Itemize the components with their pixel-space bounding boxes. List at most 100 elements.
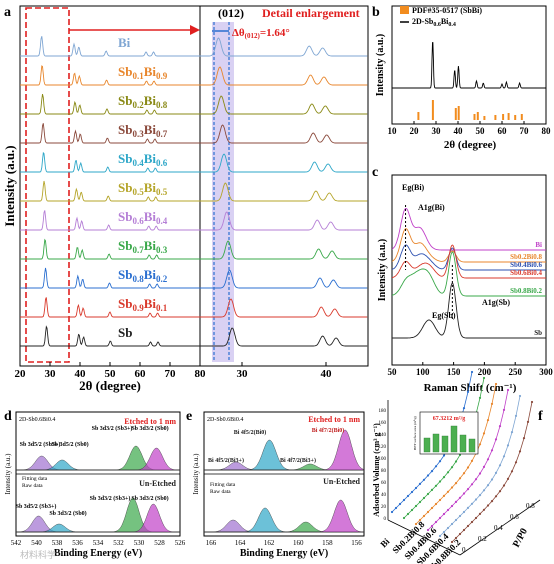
xps-peak-label: Bi 4f7/2(Bi3+) xyxy=(280,457,316,464)
bet-bar xyxy=(459,434,467,453)
panel-d-legend-raw: Raw data xyxy=(22,483,43,489)
z-tick-label: 20 xyxy=(381,505,387,510)
xrd-zoom-trace-Sb0.9Bi0.1 xyxy=(200,298,368,318)
xps-peak-label: Sb 3d3/2 (Sb0) xyxy=(131,425,168,432)
xrd-zoom-trace-Sb0.7Bi0.3 xyxy=(200,240,368,260)
sample-label-Sb0.6Bi0.4: Sb0.6Bi0.4 xyxy=(118,209,168,226)
isotherm-Sb0.8Bi0.2 xyxy=(439,395,521,537)
panel-b: b PDF#35-0517 (SbBi) 2D-Sb0.6Bi0.4 10 20 3… xyxy=(372,5,551,151)
panel-e-legend-raw: Raw data xyxy=(210,489,231,495)
sample-label-Sb0.9Bi0.1: Sb0.9Bi0.1 xyxy=(118,296,168,313)
bet-inset-ylabel: BET surface area (m²/g) xyxy=(413,415,417,450)
panel-f-letter: f xyxy=(538,409,543,424)
legend-sample-sub1: 0.6 xyxy=(433,22,441,28)
sample-label-second: Bi xyxy=(144,296,157,311)
sample-label-sub1: 0.8 xyxy=(132,274,144,284)
xrd-zoom-trace-Sb0.5Bi0.5 xyxy=(200,182,368,202)
sample-label-sub2: 0.6 xyxy=(156,158,168,168)
raman-label-Sb: Sb xyxy=(534,329,542,337)
x-tick-label: 80 xyxy=(542,126,552,136)
p-tick-label: 0.6 xyxy=(510,513,519,521)
isotherm-Sb0.6Bi0.4 xyxy=(427,389,509,531)
xrd-trace-Sb0.9Bi0.1 xyxy=(20,297,200,318)
zoom-x-tick-label: 30 xyxy=(237,368,249,380)
sample-label-sub2: 0.3 xyxy=(156,245,168,255)
sample-label-sub1: 0.9 xyxy=(132,303,144,313)
sample-label-Sb: Sb xyxy=(118,325,132,340)
shift-label-sub: (012) xyxy=(245,32,261,40)
xrd-zoom-trace-Bi xyxy=(200,37,368,57)
x-tick-label: 60 xyxy=(135,368,147,380)
sample-label-main: Sb xyxy=(118,151,132,166)
raman-trace-Sb0.2Bi0.8 xyxy=(391,228,546,263)
sample-label-sub2: 0.1 xyxy=(156,303,168,313)
sample-label-main: Sb xyxy=(118,267,132,282)
sample-label-sub1: 0.1 xyxy=(132,71,144,81)
x-tick-label: 540 xyxy=(31,539,42,547)
legend-sample-prefix: 2D-Sb xyxy=(412,17,434,26)
panel-b-x-ticks: 10 20 30 40 50 60 70 80 xyxy=(388,121,552,136)
panel-d-plot: Sb 3d5/2 (Sb3+)Sb 3d5/2 (Sb0)Sb 3d3/2 (S… xyxy=(16,425,180,533)
xrd-trace-Sb0.1Bi0.9 xyxy=(20,65,200,86)
sample-label-main: Sb xyxy=(118,122,132,137)
highlight-box xyxy=(25,7,70,363)
raman-peak-label: Eg(Bi) xyxy=(402,183,425,192)
xps-peak xyxy=(204,499,365,533)
sample-label-Sb0.5Bi0.5: Sb0.5Bi0.5 xyxy=(118,180,168,197)
legend-sample-sub2: 0.4 xyxy=(448,22,456,28)
x-tick-label: 80 xyxy=(195,368,207,380)
p-tick-label: 0.4 xyxy=(494,524,503,532)
sample-label-second: Bi xyxy=(144,64,157,79)
x-tick-label: 20 xyxy=(15,368,27,380)
xps-peak-label: Sb 3d5/2 (Sb0) xyxy=(51,441,88,448)
z-tick-label: 40 xyxy=(381,493,387,498)
xps-peak-label: Sb 3d3/2 (Sb0) xyxy=(49,510,86,517)
sample-label-second: Bi xyxy=(144,122,157,137)
p-tick-label: 0.2 xyxy=(478,535,487,543)
xrd-zoom-trace-Sb0.4Bi0.6 xyxy=(200,153,368,173)
sample-label-sub2: 0.9 xyxy=(156,71,168,81)
panel-e-legend-fit: Fitting data xyxy=(210,482,236,488)
sample-label-sub1: 0.4 xyxy=(132,158,144,168)
bet-bar xyxy=(468,438,476,453)
xrd-trace-2D-Sb0.6Bi0.4 xyxy=(392,42,546,89)
x-tick-label: 60 xyxy=(498,126,508,136)
xps-peak-label: Sb 3d3/2 (Sb3+) xyxy=(90,495,131,502)
panel-a-x-ticks: 20 30 40 50 60 70 80 30 40 xyxy=(15,362,332,380)
xps-peak-label: Sb 3d3/2 (Sb0) xyxy=(131,495,168,502)
xps-peak-label: Sb 3d3/2 (Sb3+) xyxy=(92,425,133,432)
sample-label-main: Sb xyxy=(118,93,132,108)
panel-a-letter: a xyxy=(4,5,11,20)
z-tick-label: 60 xyxy=(381,481,387,486)
shift-label-value: =1.64° xyxy=(260,27,290,39)
x-tick-label: 40 xyxy=(75,368,87,380)
panel-f-plot: BiSb0.2Bi0.8Sb0.4Bi0.6Sb0.6Bi0.4Sb0.8Bi0… xyxy=(378,370,541,564)
legend-sample-mid: Bi xyxy=(441,17,449,26)
sample-label-sub1: 0.7 xyxy=(132,245,144,255)
sample-label-Sb0.2Bi0.8: Sb0.2Bi0.8 xyxy=(118,93,168,110)
xrd-zoom-trace-Sb0.1Bi0.9 xyxy=(200,66,368,86)
sample-label-main: Sb xyxy=(118,296,132,311)
x-tick-label: 542 xyxy=(11,539,22,547)
x-tick-label: 200 xyxy=(478,367,492,377)
x-tick-label: 162 xyxy=(264,539,275,547)
sample-label-sub2: 0.7 xyxy=(156,129,168,139)
sample-label-main: Sb xyxy=(118,209,132,224)
p-tick-label: 0.8 xyxy=(526,502,535,510)
legend-sample-label: 2D-Sb0.6Bi0.4 xyxy=(412,17,456,28)
panel-e-unetched: Un-Etched xyxy=(323,477,360,486)
raman-label-Bi: Bi xyxy=(535,241,542,249)
raman-label-Sb0.8Bi0.2: Sb0.8Bi0.2 xyxy=(510,287,542,295)
raman-label-Sb0.6Bi0.4: Sb0.6Bi0.4 xyxy=(510,269,542,277)
xrd-trace-Sb0.3Bi0.7 xyxy=(20,123,200,144)
sample-label-second: Bi xyxy=(144,238,157,253)
raman-label-Sb0.2Bi0.8: Sb0.2Bi0.8 xyxy=(510,253,542,261)
panel-e-xlabel: Binding Energy (eV) xyxy=(240,548,328,559)
z-tick-label: 140 xyxy=(379,433,387,438)
sample-label-second: Bi xyxy=(144,180,157,195)
xps-peak-label: Bi 4f5/2(Bi3+) xyxy=(208,457,244,464)
bet-bar xyxy=(432,433,440,453)
panel-e-x-ticks: 166 164 162 160 158 156 xyxy=(206,539,362,547)
